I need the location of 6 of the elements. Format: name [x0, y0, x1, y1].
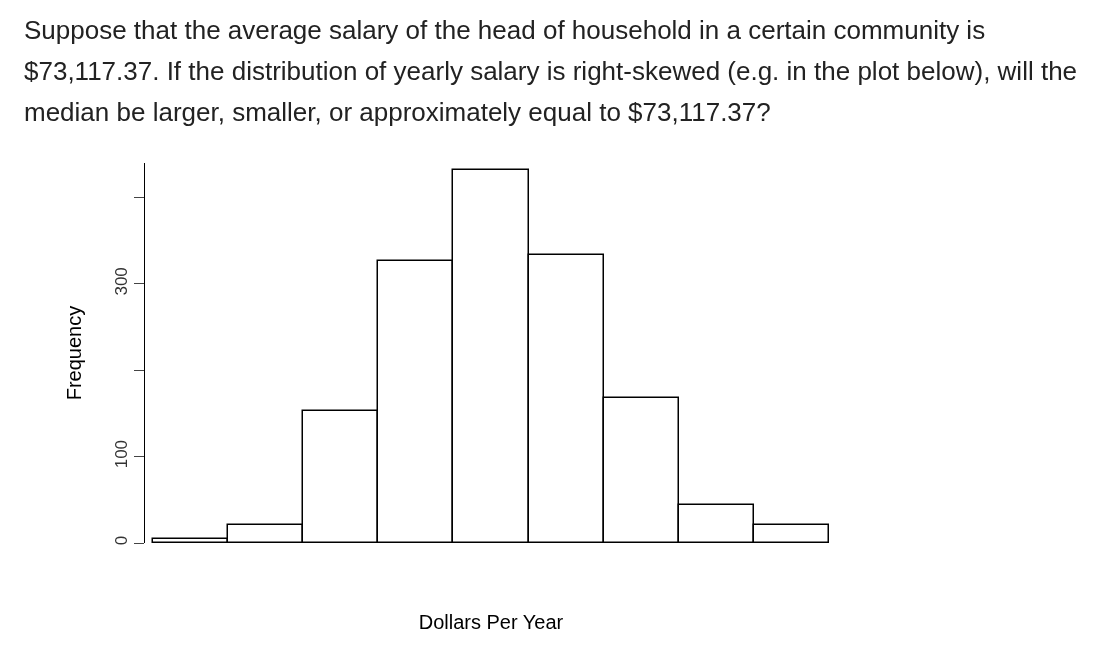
chart-title: Suppose that the average salary of the head of household in a certain community is $73,117.37. If the distribution of yearly salary is right-skewed (e.g. in the plot below), will the median be larger, smaller, or approximately equal to $73,117.37? — [23, 14, 1079, 129]
y-tick-label: 100 — [112, 439, 132, 469]
y-tick-label: 300 — [112, 267, 132, 296]
y-tick-label: 0 — [112, 535, 132, 546]
y-axis-title: Frequency — [62, 305, 85, 401]
x-axis-title: Dollars Per Year — [418, 611, 564, 633]
